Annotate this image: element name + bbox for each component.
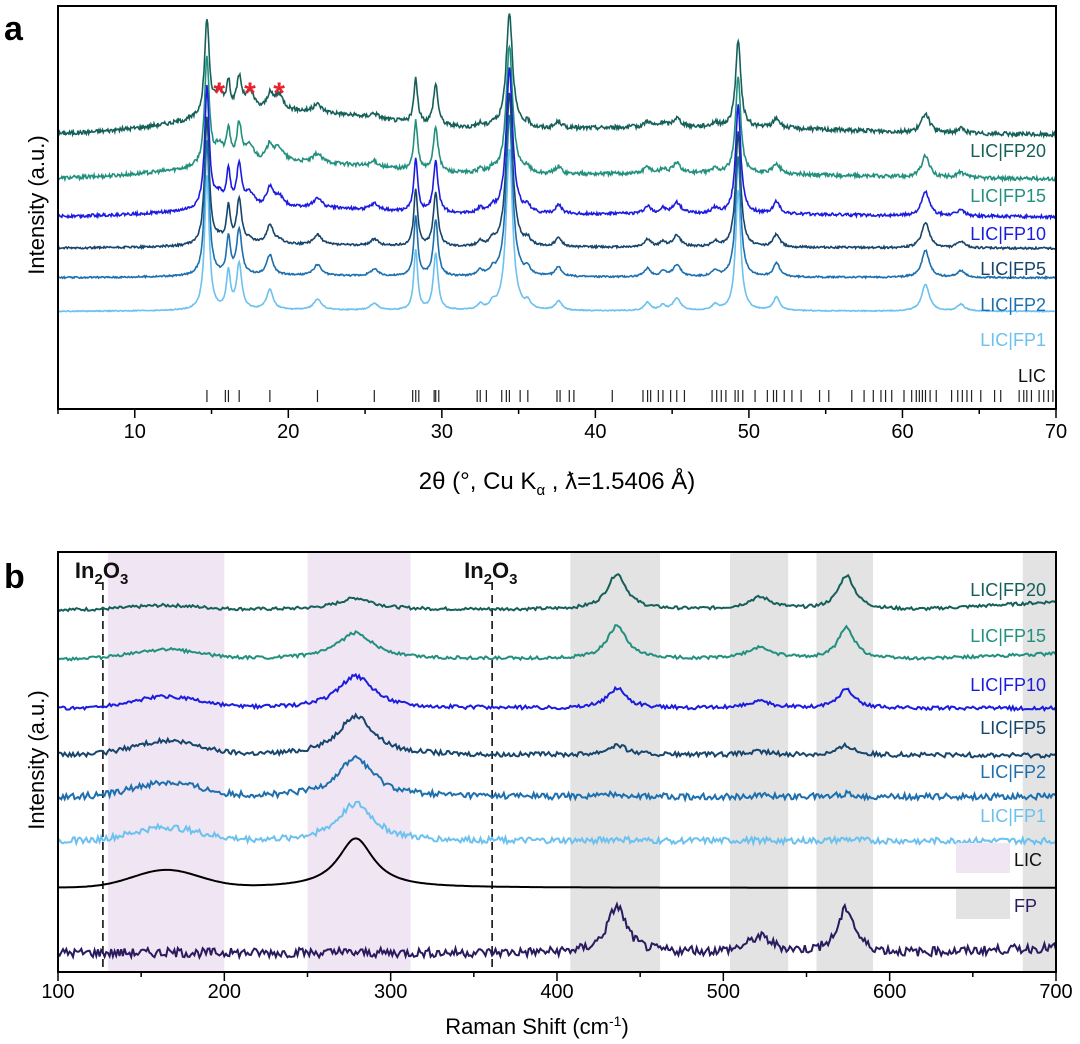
raman-series-label: LIC|FP2 [980,762,1046,782]
legend-label: FP [1014,896,1037,916]
raman-series-line [58,624,1056,662]
panel-b-x-axis: 100 200 300 400 500 600 700 [41,972,1073,1003]
xrd-series-line [58,44,1056,183]
panel-a-plot-area: LIC|FP20 LIC|FP15 LIC|FP10 LIC|FP5 LIC|FP2 LI… [58,13,1056,402]
raman-series-label: LIC|FP15 [970,626,1046,646]
xrd-series-label: LIC|FP1 [980,330,1046,350]
in2o3-label: In2O3 [464,558,517,588]
panel-a: a LIC|FP20LIC|FP15LIC|FP10LIC|FP5LIC|FP2… [4,5,1067,499]
panel-b-plot-area: In2O3 In2O3 LIC|FP20 LIC|FP15 LIC|FP10 LIC|FP… [58,552,1056,972]
fp-asterisk: * [273,77,285,110]
x-label-part-1: 2θ (°, Cu K [419,468,537,495]
raman-shaded-band [107,552,225,972]
raman-series-line [58,712,1056,759]
legend-label: LIC [1014,850,1042,870]
xrd-series-line [58,13,1056,140]
xrd-series-label: LIC|FP10 [970,224,1046,244]
x-tick-label: 500 [707,981,740,1003]
panel-a-label: a [4,10,24,48]
raman-label-main: Raman Shift (cm [445,1014,609,1039]
raman-shaded-band [570,552,661,972]
raman-series-line [58,573,1056,613]
raman-series-line [58,901,1056,961]
x-label-subscript: α [536,482,545,499]
fp-asterisk: * [213,77,225,110]
xrd-series-line [58,92,1056,251]
xrd-reference-label: LIC [1018,366,1046,386]
panel-a-x-axis-label: 2θ (°, Cu Kα , ƛ=1.5406 Å) [419,467,695,499]
legend-swatch [956,843,1010,873]
panel-b: b In2O3 In2O3 LIC|FP20 LIC|FP15 LIC|FP10 LIC|… [4,551,1073,1039]
x-tick-label: 100 [41,981,74,1003]
raman-shaded-band [729,552,789,972]
raman-series-label: LIC|FP20 [970,580,1046,600]
raman-shaded-band [816,552,874,972]
panel-a-y-axis-label: Intensity (a.u.) [24,135,49,274]
raman-series-label: LIC|FP5 [980,718,1046,738]
raman-shaded-band [1022,552,1056,972]
xrd-series-label: LIC|FP20 [970,141,1046,161]
raman-series-label: LIC|FP1 [980,806,1046,826]
xrd-series-label: LIC|FP5 [980,259,1046,279]
panel-a-series-group [58,13,1056,313]
xrd-series-line [58,114,1056,281]
raman-label-superscript: -1 [609,1013,622,1029]
panel-a-x-axis: 10 20 30 40 50 60 70 [57,409,1067,443]
raman-series-label: LIC|FP10 [970,675,1046,695]
raman-series-line [58,800,1056,847]
x-tick-label: 20 [277,421,299,443]
xrd-series-label: LIC|FP2 [980,295,1046,315]
raman-series-line [58,672,1056,713]
fp-asterisk: * [244,77,256,110]
panel-b-series-group [58,573,1056,961]
x-tick-label: 400 [540,981,573,1003]
xrd-series-line [58,67,1056,221]
x-tick-label: 70 [1045,421,1067,443]
raman-label-close: ) [621,1014,628,1039]
legend-swatch [956,889,1010,919]
panel-b-label: b [4,558,25,596]
x-tick-label: 40 [584,421,606,443]
x-tick-label: 30 [431,421,453,443]
x-tick-label: 300 [374,981,407,1003]
x-tick-label: 60 [891,421,913,443]
x-tick-label: 10 [124,421,146,443]
x-tick-label: 50 [738,421,760,443]
raman-shaded-band [307,552,411,972]
panel-a-frame [57,5,1057,410]
x-tick-label: 600 [873,981,906,1003]
xrd-series-line [58,148,1056,313]
panel-b-x-axis-label: Raman Shift (cm-1) [445,1013,629,1039]
in2o3-label: In2O3 [75,558,128,588]
panel-b-y-axis-label: Intensity (a.u.) [24,690,49,829]
x-tick-label: 700 [1039,981,1072,1003]
xrd-series-label: LIC|FP15 [970,186,1046,206]
raman-series-line [58,754,1056,803]
x-tick-label: 200 [208,981,241,1003]
raman-series-line [58,837,1056,889]
x-label-part-2: , ƛ=1.5406 Å) [545,467,695,495]
